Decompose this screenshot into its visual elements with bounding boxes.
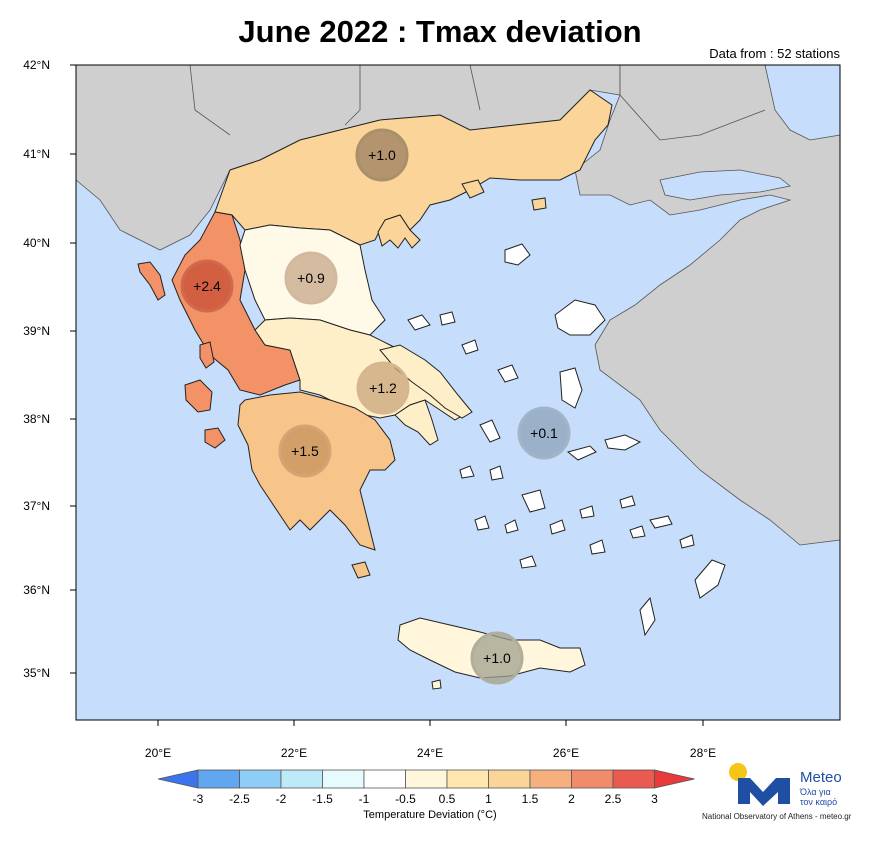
colorbar-cell: [363, 769, 406, 789]
skiathos-skopelos: [407, 311, 479, 355]
badge-epirus-ionian: [180, 259, 234, 313]
lon-label-26: 26°E: [552, 746, 580, 760]
badge-crete: [470, 631, 524, 685]
lat-label-40: 40°N: [23, 236, 50, 250]
meteo-logo: [729, 763, 790, 806]
region-epirus-ionian: [171, 211, 301, 396]
marmara-sea: [659, 169, 791, 201]
colorbar-tick-label: -2.5: [229, 792, 250, 806]
badge-thessaly: [284, 251, 338, 305]
cyclades-small: [459, 465, 636, 535]
colorbar-cell: [197, 769, 240, 789]
m-icon: [738, 778, 790, 806]
logo-tagline-1: Όλα για: [800, 787, 831, 797]
colorbar-tick-label: 2: [568, 792, 575, 806]
colorbar-cell: [322, 769, 365, 789]
country-border: [189, 64, 766, 141]
lon-label-28: 28°E: [689, 746, 717, 760]
colorbar-tick-label: 1: [485, 792, 492, 806]
sun-icon: [729, 763, 747, 781]
colorbar-title: Temperature Deviation (°C): [363, 809, 497, 821]
badge-peloponnese: [278, 424, 332, 478]
logo-tagline-2: τον καιρό: [800, 797, 838, 807]
chios: [559, 367, 583, 409]
zakynthos: [204, 427, 226, 449]
badge-central-greece: [356, 361, 410, 415]
region-central-greece: [254, 317, 469, 421]
colorbar-min-arrow: [157, 769, 199, 789]
samothrace: [531, 197, 547, 211]
lefkada: [199, 341, 215, 369]
lat-label-35: 35°N: [23, 666, 50, 680]
lesvos: [554, 299, 606, 336]
samos: [604, 434, 642, 451]
gavdos: [431, 679, 442, 690]
kos: [649, 515, 673, 529]
value-macedonia-thrace: +1.0: [368, 147, 396, 163]
lemnos: [504, 243, 531, 266]
karpathos: [639, 596, 656, 637]
credit-text: National Observatory of Athens - meteo.g…: [702, 812, 852, 821]
ikaria: [566, 445, 597, 461]
badge-aegean: [517, 406, 571, 460]
colorbar-tick-label: 2.5: [604, 792, 622, 806]
rhodes: [694, 559, 726, 599]
colorbar-tick-label: 3: [651, 792, 658, 806]
colorbar-tick-label: -0.5: [395, 792, 416, 806]
map-frame: [75, 64, 841, 721]
badge-macedonia-thrace: [355, 128, 409, 182]
colorbar-cell: [571, 769, 614, 789]
value-aegean: +0.1: [530, 425, 558, 441]
euboea: [379, 344, 473, 419]
colorbar-tick-label: 1.5: [521, 792, 539, 806]
colorbar-cell: [446, 769, 489, 789]
naxos: [521, 489, 546, 513]
skyros: [497, 364, 519, 383]
colorbar-tick-label: 0.5: [438, 792, 456, 806]
value-crete: +1.0: [483, 650, 511, 666]
station-count: Data from : 52 stations: [709, 46, 840, 61]
lat-label-38: 38°N: [23, 412, 50, 426]
lon-label-20: 20°E: [144, 746, 172, 760]
axis-ticks: [70, 64, 704, 726]
chalkidiki: [377, 214, 421, 249]
colorbar: [157, 769, 695, 789]
colorbar-tick-label: -2: [275, 792, 287, 806]
colorbar-cell: [488, 769, 531, 789]
value-thessaly: +0.9: [297, 270, 325, 286]
lat-label-39: 39°N: [23, 324, 50, 338]
colorbar-tick-label: -1: [358, 792, 370, 806]
lat-label-37: 37°N: [23, 499, 50, 513]
dodecanese-small: [519, 525, 695, 569]
lat-label-41: 41°N: [23, 147, 50, 161]
kythira: [351, 561, 371, 579]
lon-label-24: 24°E: [416, 746, 444, 760]
andros: [479, 419, 501, 443]
value-epirus-ionian: +2.4: [193, 278, 221, 294]
attica: [394, 399, 439, 446]
thasos: [461, 179, 485, 199]
colorbar-cell: [239, 769, 282, 789]
colorbar-cell: [529, 769, 572, 789]
logo-name: Meteo: [800, 769, 842, 786]
lat-label-42: 42°N: [23, 58, 50, 72]
colorbar-tick-label: -1.5: [312, 792, 333, 806]
lon-label-22: 22°E: [280, 746, 308, 760]
colorbar-cell: [405, 769, 448, 789]
lat-label-36: 36°N: [23, 583, 50, 597]
colorbar-cell: [612, 769, 655, 789]
value-peloponnese: +1.5: [291, 443, 319, 459]
kefalonia: [184, 379, 213, 413]
colorbar-max-arrow: [654, 769, 695, 789]
map-title: June 2022 : Tmax deviation: [238, 14, 642, 49]
value-central-greece: +1.2: [369, 380, 397, 396]
colorbar-cell: [280, 769, 323, 789]
corfu: [137, 261, 166, 301]
colorbar-tick-label: -3: [192, 792, 204, 806]
